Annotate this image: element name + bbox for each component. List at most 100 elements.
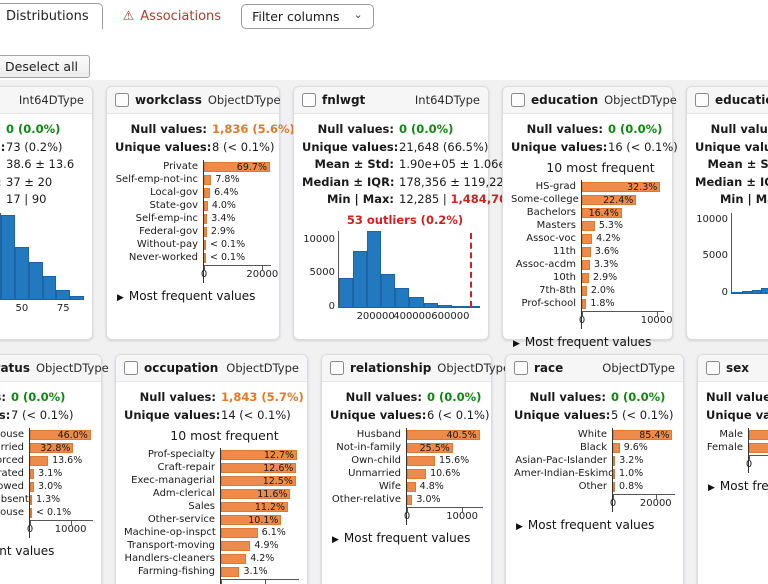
category-bar [613, 455, 616, 466]
x-tick-label: 0 [200, 269, 208, 280]
column-checkbox[interactable] [514, 361, 528, 375]
column-checkbox[interactable] [302, 93, 316, 107]
most-frequent-values-toggle[interactable]: ▶Most frequent values [332, 531, 471, 545]
column-name: education [531, 93, 599, 107]
card-workclass: workclass ObjectDType Null values: 1,836 (5… [106, 86, 295, 340]
histogram-bar [14, 246, 29, 299]
bar-percent-label: 9.6% [623, 442, 648, 453]
most-frequent-values-toggle[interactable]: ▶Most frequent values [513, 335, 652, 349]
category-label: Machine-op-inspct [124, 527, 216, 538]
bar-percent-label: 15.6% [439, 455, 470, 466]
most-frequent-values-toggle[interactable]: ▶Most frequent values [708, 479, 768, 493]
collapsed-arrow-icon: ▶ [708, 483, 715, 493]
stat-label: Unique values: [514, 407, 611, 422]
category-label: Widowed [0, 481, 24, 492]
stat-row: Null values: 0 (0.0%) [302, 121, 480, 139]
chart-plot-area: 46.0% 32.8% 13.6% 3.1% 3.0% 1.3% < 0.1% 0 10000 [27, 428, 93, 538]
stat-value: 16 (< 0.1%) [608, 139, 678, 154]
tab-associations[interactable]: ⚠ Associations [121, 4, 223, 29]
bar-percent-label: 3.0% [38, 481, 63, 492]
y-tick-label: 10000 [696, 213, 728, 225]
chart-plot-area: 12.7% 12.6% 12.5% 11.6% 11.2% 10.1% 6.1% 4.9% 4.… [218, 448, 299, 584]
x-tick-label: 10000 [54, 524, 87, 535]
category-label: Local-gov [150, 187, 198, 198]
stat-value: 0 (0.0%) [611, 390, 666, 404]
stat-row: Median ± IQR: 37 ± 20 [0, 174, 84, 192]
bar-row: 4.2% [582, 232, 664, 245]
bar-percent-label: 4.0% [211, 200, 236, 211]
category-label: Divorced [0, 455, 24, 466]
bar-row: 6.4% [204, 186, 271, 199]
tab-associations-label: Associations [140, 8, 222, 24]
bar-row: 3.2% [613, 454, 675, 467]
bar-percent-label: 22.4% [603, 194, 634, 206]
stat-label: Null values: [317, 122, 394, 136]
bar-percent-label: 12.5% [262, 475, 293, 487]
tab-distributions[interactable]: Distributions [0, 3, 103, 29]
bar-percent-label: 16.4% [588, 207, 619, 219]
category-bar [582, 298, 587, 309]
chart-plot-area: 32.3% 22.4% 16.4% 5.3% 4.2% 3.6% 3.3% 2.9% 2.0% 1… [579, 180, 673, 329]
tick-mark [30, 521, 31, 525]
stat-value: 0 (0.0%) [399, 122, 454, 136]
stat-label: Min | Max: [326, 192, 394, 206]
bar-percent-label: 40.5% [446, 429, 477, 441]
chart-grid: HS-grad Some-college Bachelors Masters Assoc… [511, 180, 673, 329]
bar-row [749, 428, 768, 441]
column-checkbox[interactable] [511, 93, 525, 107]
bar-row: 16.4% [582, 206, 664, 219]
category-label: Other [578, 481, 607, 492]
bar-row: 32.8% [30, 441, 93, 454]
bar-percent-label: 3.0% [416, 494, 441, 505]
most-frequent-values-toggle[interactable]: ▶Most frequent values [516, 518, 655, 532]
bar-percent-label: 2.9% [210, 226, 235, 237]
bar-percent-label: 3.1% [243, 566, 268, 577]
column-checkbox[interactable] [124, 361, 138, 375]
stat-value: 8 (< 0.1%) [212, 139, 275, 154]
category-bar: 12.7% [221, 449, 298, 461]
card-header: race ObjectDType [506, 355, 683, 382]
bar-row: 4.9% [221, 539, 299, 552]
stat-row: Unique values:73 (0.2%) [0, 139, 84, 157]
bar-row: < 0.1% [204, 238, 271, 251]
column-dtype: ObjectDType [604, 93, 677, 107]
stat-row: Median ± IQR: 178,356 ± 119,224 [302, 174, 511, 192]
category-bar [30, 468, 35, 479]
stat-value: 7 (< 0.1%) [11, 407, 74, 422]
card-header: occupation ObjectDType [116, 355, 307, 382]
histogram-bars [732, 213, 768, 293]
stat-value: 1,836 (5.6%) [212, 122, 295, 136]
category-bar: 16.4% [582, 207, 622, 219]
most-frequent-values-toggle[interactable]: ▶Most frequent values [117, 289, 256, 303]
histogram: 255075 [0, 212, 84, 314]
bar-percent-label: 4.2% [250, 553, 275, 564]
most-frequent-values-toggle[interactable]: ▶Most frequent values [0, 544, 55, 558]
filter-columns-dropdown[interactable]: Filter columns ⌄ [241, 3, 374, 29]
column-checkbox[interactable] [695, 93, 709, 107]
stat-row: Null values: 0 (0.0%) [0, 389, 93, 407]
category-bar [221, 527, 258, 538]
stat-label: Median ± IQR: [302, 174, 395, 189]
histogram-bar [70, 295, 84, 299]
bar-row: 4.0% [204, 199, 271, 212]
category-bar [221, 566, 240, 577]
column-stats: Null values:0 (0.0%)Unique values:7 (< 0… [0, 389, 93, 424]
column-name: race [534, 361, 564, 375]
bar-percent-label: 3.6% [594, 246, 619, 257]
column-checkbox[interactable] [115, 93, 129, 107]
stat-row: Unique values: 5 (< 0.1%) [514, 407, 675, 425]
deselect-all-button[interactable]: Deselect all [0, 55, 91, 78]
bar-percent-label: 85.4% [639, 429, 670, 441]
histogram-bar [395, 287, 410, 307]
stat-value: 12,285 | 1,484,705 [399, 192, 516, 206]
x-tick-label: 10000 [446, 511, 478, 522]
x-axis: 0 10000 [579, 311, 673, 329]
column-checkbox[interactable] [706, 361, 720, 375]
card-relationship: relationship ObjectDType Null values: 0 (0.… [321, 354, 510, 584]
card-header: ageInt64DType [0, 87, 92, 114]
stat-row: Mean ± Std: 1.90e+05 ± 1.06e+05 [302, 156, 530, 174]
histogram-bar [42, 276, 57, 299]
stat-label: Null values: [0, 390, 6, 404]
column-checkbox[interactable] [330, 361, 344, 375]
category-labels: Prof-specialty Craft-repair Exec-manageria… [124, 448, 220, 584]
